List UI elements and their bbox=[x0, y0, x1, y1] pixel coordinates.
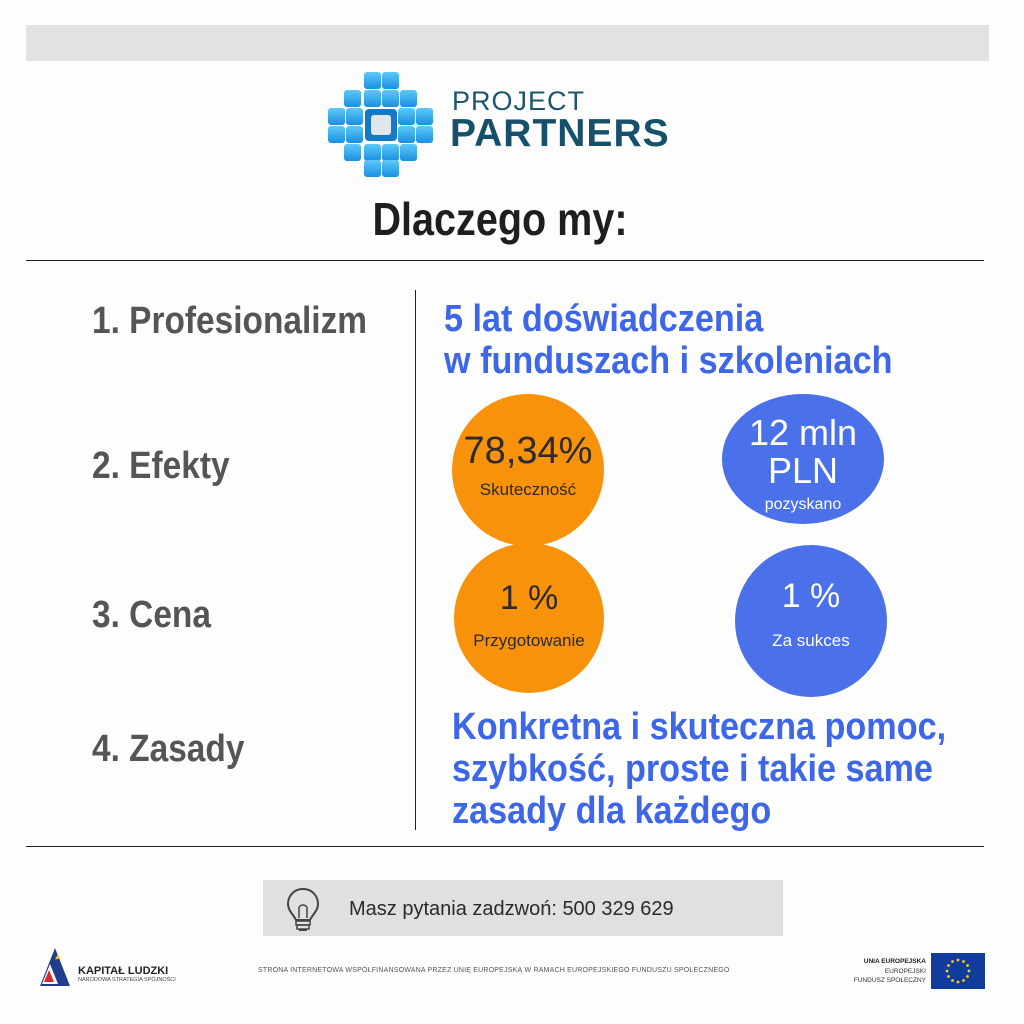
eu-label-line3: FUNDUSZ SPOŁECZNY bbox=[853, 977, 926, 984]
success-rate-circle: 78,34% Skuteczność bbox=[452, 394, 604, 546]
row-label-price: 3. Cena bbox=[92, 594, 211, 636]
top-bar bbox=[26, 25, 989, 61]
principles-line1: Konkretna i skuteczna pomoc, bbox=[452, 706, 947, 748]
row-label-effects: 2. Efekty bbox=[92, 445, 230, 487]
lightbulb-icon bbox=[286, 887, 320, 931]
eu-label-line1: UNIA EUROPEJSKA bbox=[863, 958, 926, 965]
funds-value-amount: 12 mln bbox=[748, 412, 858, 453]
eu-flag-icon bbox=[931, 953, 985, 989]
success-rate-label: Skuteczność bbox=[479, 480, 577, 499]
experience-line1: 5 lat doświadczenia bbox=[444, 298, 764, 340]
kapital-ludzki-subtitle: NARODOWA STRATEGIA SPÓJNOŚCI bbox=[78, 977, 176, 983]
preparation-fee-circle: 1 % Przygotowanie bbox=[454, 543, 604, 693]
top-divider bbox=[26, 260, 984, 261]
row-label-principles: 4. Zasady bbox=[92, 728, 245, 770]
principles-text: Konkretna i skuteczna pomoc, szybkość, p… bbox=[452, 706, 946, 832]
cofinancing-note: STRONA INTERNETOWA WSPÓŁFINANSOWANA PRZE… bbox=[258, 967, 730, 974]
experience-line2: w funduszach i szkoleniach bbox=[444, 340, 893, 382]
success-rate-value: 78,34% bbox=[463, 430, 593, 472]
funds-label: pozyskano bbox=[764, 496, 842, 513]
page-heading: Dlaczego my: bbox=[372, 193, 628, 245]
funds-raised-circle: 12 mln PLN pozyskano bbox=[722, 394, 884, 524]
brand-name-line2: PARTNERS bbox=[450, 112, 670, 155]
principles-line3: zasady dla każdego bbox=[452, 790, 772, 832]
success-fee-circle: 1 % Za sukces bbox=[735, 545, 887, 697]
eu-label-line2: EUROPEJSKI bbox=[884, 968, 926, 975]
principles-line2: szybkość, proste i takie same bbox=[452, 748, 933, 790]
preparation-fee-value: 1 % bbox=[499, 579, 559, 617]
preparation-fee-label: Przygotowanie bbox=[473, 631, 585, 650]
contact-phone-text: Masz pytania zadzwoń: 500 329 629 bbox=[349, 898, 674, 920]
column-divider bbox=[415, 290, 416, 830]
kapital-ludzki-title: KAPITAŁ LUDZKI bbox=[78, 965, 169, 977]
kapital-ludzki-logo bbox=[40, 948, 70, 986]
contact-bar: Masz pytania zadzwoń: 500 329 629 bbox=[263, 880, 783, 936]
success-fee-label: Za sukces bbox=[772, 631, 850, 650]
bottom-divider bbox=[26, 846, 984, 847]
row-label-professionalism: 1. Profesionalizm bbox=[92, 300, 368, 342]
experience-text: 5 lat doświadczenia w funduszach i szkol… bbox=[444, 298, 892, 382]
tile-cluster-logo bbox=[328, 72, 433, 177]
brand-name-line1: PROJECT bbox=[452, 86, 586, 116]
funds-value-currency: PLN bbox=[767, 450, 839, 491]
success-fee-value: 1 % bbox=[781, 577, 841, 615]
